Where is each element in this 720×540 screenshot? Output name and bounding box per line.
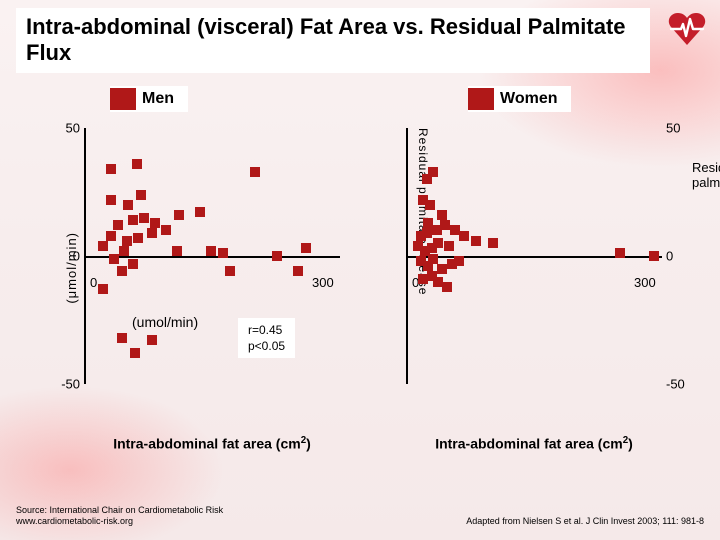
data-point — [136, 190, 146, 200]
data-point — [195, 207, 205, 217]
data-point — [130, 348, 140, 358]
data-point — [172, 246, 182, 256]
title-block: Intra-abdominal (visceral) Fat Area vs. … — [16, 8, 650, 73]
data-point — [433, 238, 443, 248]
stats-men: r=0.45 p<0.05 — [238, 318, 295, 358]
plot-women: release -500500300 — [406, 128, 662, 384]
legend-item-men: Men — [110, 86, 188, 112]
data-point — [98, 241, 108, 251]
data-point — [272, 251, 282, 261]
stray-text-residual: Residual palmit — [692, 160, 720, 190]
data-point — [128, 215, 138, 225]
data-point — [133, 233, 143, 243]
data-point — [488, 238, 498, 248]
data-point — [161, 225, 171, 235]
x-axis — [86, 256, 340, 258]
legend: Men Women — [110, 86, 571, 112]
data-point — [123, 200, 133, 210]
data-point — [615, 248, 625, 258]
chart-women: release -500500300 Intra-abdominal fat a… — [370, 112, 692, 432]
data-point — [225, 266, 235, 276]
data-point — [109, 254, 119, 264]
x-tick-label: 300 — [634, 275, 656, 290]
data-point — [425, 200, 435, 210]
data-point — [437, 264, 447, 274]
legend-item-women: Women — [468, 86, 571, 112]
data-point — [139, 213, 149, 223]
x-tick-label: 0 — [90, 275, 97, 290]
data-point — [113, 220, 123, 230]
data-point — [301, 243, 311, 253]
y-tick-label: -50 — [50, 377, 80, 392]
citation-text: Adapted from Nielsen S et al. J Clin Inv… — [466, 516, 704, 526]
data-point — [428, 254, 438, 264]
data-point — [218, 248, 228, 258]
page-title: Intra-abdominal (visceral) Fat Area vs. … — [26, 14, 640, 67]
chart-men: Residual palmit Residual palmitate relea… — [48, 112, 370, 432]
data-point — [442, 282, 452, 292]
plot-men: Residual palmit Residual palmitate relea… — [84, 128, 340, 384]
data-point — [250, 167, 260, 177]
data-point — [422, 228, 432, 238]
data-point — [117, 266, 127, 276]
data-point — [428, 167, 438, 177]
data-point — [293, 266, 303, 276]
legend-swatch-women — [468, 88, 494, 110]
y-tick-label: 50 — [666, 121, 696, 136]
data-point — [128, 259, 138, 269]
y-tick-label: 50 — [50, 121, 80, 136]
x-tick-label: 300 — [312, 275, 334, 290]
data-point — [117, 333, 127, 343]
data-point — [206, 246, 216, 256]
data-point — [98, 284, 108, 294]
y-tick-label: -50 — [666, 377, 696, 392]
data-point — [459, 231, 469, 241]
data-point — [454, 256, 464, 266]
data-point — [132, 159, 142, 169]
stats-p: p<0.05 — [248, 338, 285, 354]
data-point — [106, 164, 116, 174]
x-title-women: Intra-abdominal fat area (cm2) — [406, 435, 662, 452]
legend-label-men: Men — [142, 90, 174, 108]
x-title-men: Intra-abdominal fat area (cm2) — [84, 435, 340, 452]
legend-swatch-men — [110, 88, 136, 110]
logo-icon — [668, 12, 706, 51]
data-point — [147, 228, 157, 238]
data-point — [471, 236, 481, 246]
stats-r: r=0.45 — [248, 322, 285, 338]
source-text: Source: International Chair on Cardiomet… — [16, 505, 223, 528]
data-point — [106, 195, 116, 205]
y-tick-label: 0 — [666, 249, 696, 264]
y-tick-label: 0 — [50, 249, 80, 264]
data-point — [174, 210, 184, 220]
data-point — [106, 231, 116, 241]
legend-label-women: Women — [500, 90, 557, 108]
data-point — [444, 241, 454, 251]
data-point — [147, 335, 157, 345]
data-point — [119, 246, 129, 256]
source-line2: www.cardiometabolic-risk.org — [16, 516, 223, 528]
data-point — [437, 210, 447, 220]
source-line1: Source: International Chair on Cardiomet… — [16, 505, 223, 517]
data-point — [150, 218, 160, 228]
slide: Intra-abdominal (visceral) Fat Area vs. … — [0, 0, 720, 540]
data-point — [122, 236, 132, 246]
chart-row: (μmol/min) Residual palmit Residual palm… — [48, 112, 692, 432]
data-point — [649, 251, 659, 261]
stray-text-umol: (umol/min) — [132, 314, 198, 330]
